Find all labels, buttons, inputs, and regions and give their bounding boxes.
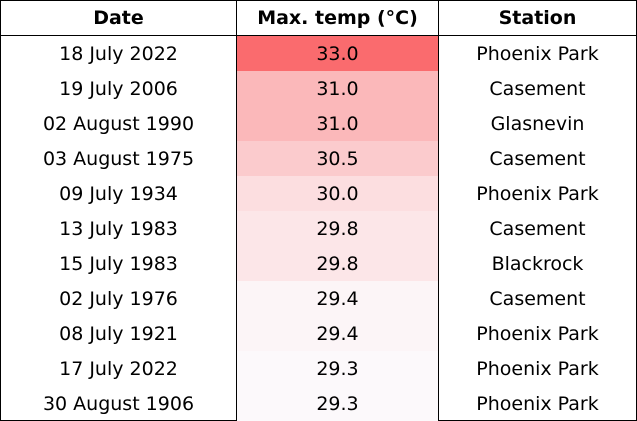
header-max-temp: Max. temp (°C) xyxy=(236,1,439,35)
cell-station: Phoenix Park xyxy=(476,357,599,380)
table-row: 19 July 2006 31.0 Casement xyxy=(1,71,636,106)
cell-max-temp: 33.0 xyxy=(236,36,439,71)
cell-station: Casement xyxy=(489,77,586,100)
table-row: 17 July 2022 29.3 Phoenix Park xyxy=(1,351,636,386)
cell-date: 30 August 1906 xyxy=(42,392,195,415)
cell-station: Phoenix Park xyxy=(476,392,599,415)
cell-date: 15 July 1983 xyxy=(59,252,178,275)
header-date: Date xyxy=(93,7,144,29)
table-row: 03 August 1975 30.5 Casement xyxy=(1,141,636,176)
table-row: 15 July 1983 29.8 Blackrock xyxy=(1,246,636,281)
cell-date: 03 August 1975 xyxy=(42,147,195,170)
cell-date: 17 July 2022 xyxy=(59,357,178,380)
cell-station: Blackrock xyxy=(491,252,584,275)
cell-max-temp: 29.8 xyxy=(236,211,439,246)
cell-station: Glasnevin xyxy=(490,112,585,135)
cell-station: Casement xyxy=(489,287,586,310)
cell-station: Casement xyxy=(489,147,586,170)
cell-max-temp: 29.4 xyxy=(236,316,439,351)
cell-date: 02 July 1976 xyxy=(59,287,178,310)
cell-station: Phoenix Park xyxy=(476,42,599,65)
cell-max-temp: 29.3 xyxy=(236,386,439,421)
cell-max-temp: 29.3 xyxy=(236,351,439,386)
table-row: 02 July 1976 29.4 Casement xyxy=(1,281,636,316)
cell-max-temp: 30.5 xyxy=(236,141,439,176)
cell-max-temp: 30.0 xyxy=(236,176,439,211)
cell-date: 02 August 1990 xyxy=(42,112,195,135)
table-row: 09 July 1934 30.0 Phoenix Park xyxy=(1,176,636,211)
cell-max-temp: 29.8 xyxy=(236,246,439,281)
table-header: Date Max. temp (°C) Station xyxy=(1,1,636,36)
cell-date: 09 July 1934 xyxy=(59,182,178,205)
table-row: 30 August 1906 29.3 Phoenix Park xyxy=(1,386,636,421)
cell-max-temp: 31.0 xyxy=(236,106,439,141)
table-row: 18 July 2022 33.0 Phoenix Park xyxy=(1,36,636,71)
table-row: 08 July 1921 29.4 Phoenix Park xyxy=(1,316,636,351)
cell-max-temp: 29.4 xyxy=(236,281,439,316)
cell-max-temp: 31.0 xyxy=(236,71,439,106)
table-row: 13 July 1983 29.8 Casement xyxy=(1,211,636,246)
table-row: 02 August 1990 31.0 Glasnevin xyxy=(1,106,636,141)
cell-date: 18 July 2022 xyxy=(59,42,178,65)
cell-station: Phoenix Park xyxy=(476,182,599,205)
cell-date: 19 July 2006 xyxy=(59,77,178,100)
header-station: Station xyxy=(498,7,577,29)
cell-station: Phoenix Park xyxy=(476,322,599,345)
cell-date: 08 July 1921 xyxy=(59,322,178,345)
cell-date: 13 July 1983 xyxy=(59,217,178,240)
cell-station: Casement xyxy=(489,217,586,240)
